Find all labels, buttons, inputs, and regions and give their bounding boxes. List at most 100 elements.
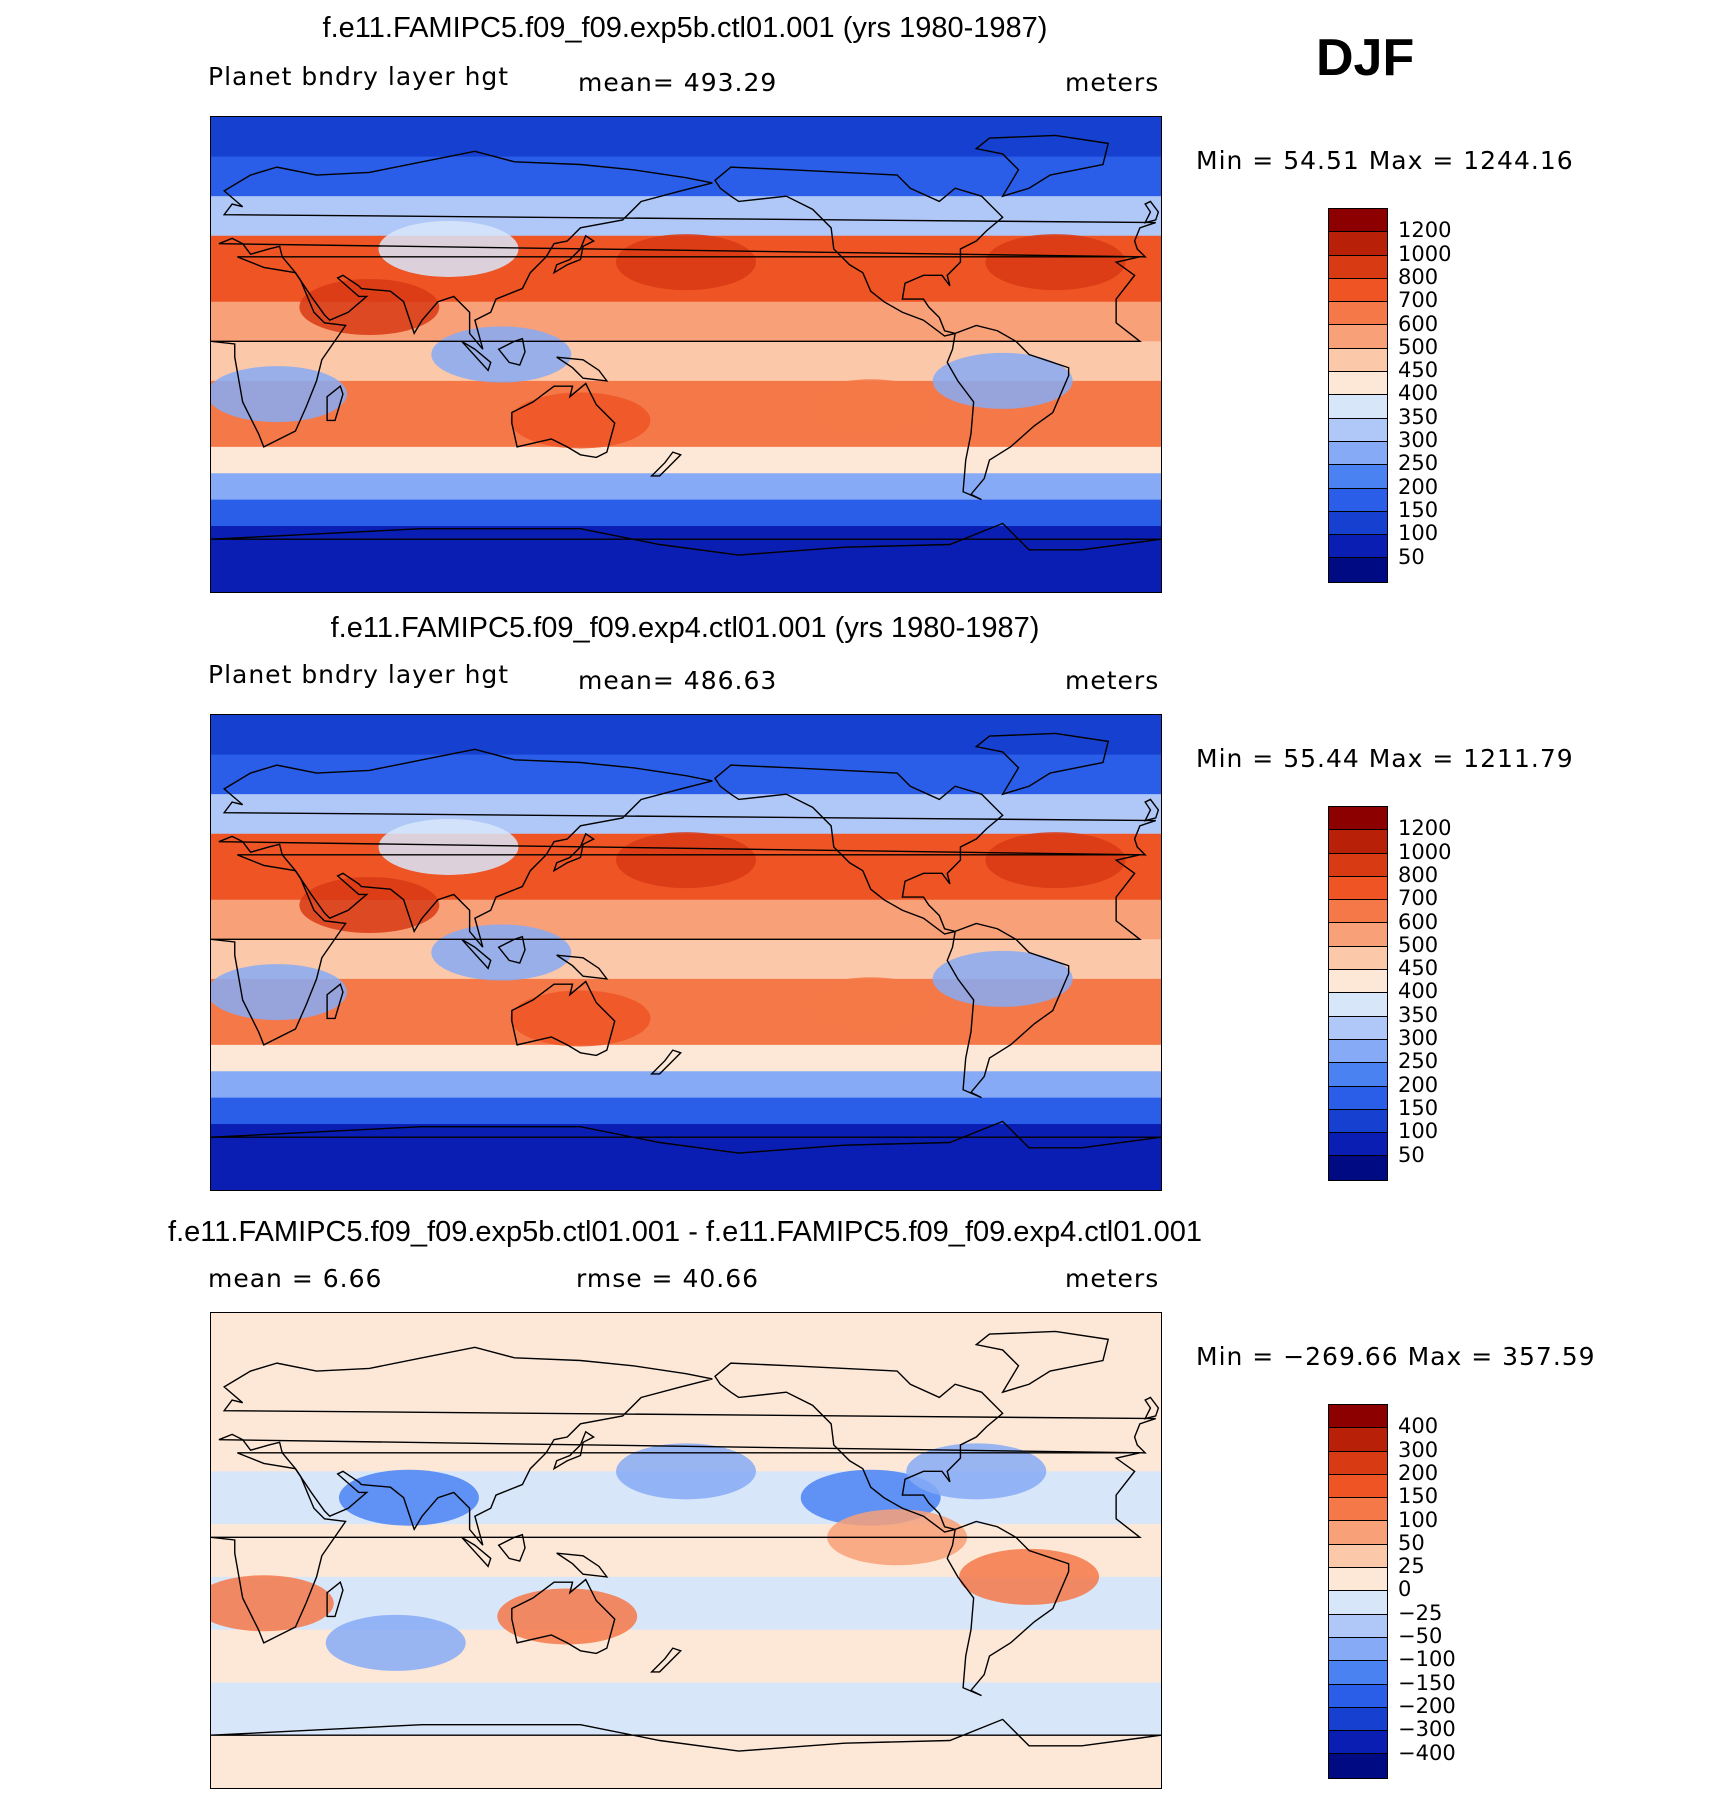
map-field-blob (959, 1548, 1100, 1605)
colorbar-label: 100 (1398, 521, 1439, 546)
panel-2-minmax: Min = 55.44 Max = 1211.79 (1196, 744, 1574, 773)
colorbar-box (1329, 876, 1387, 901)
map-band (211, 196, 1161, 237)
map-field-blob (800, 977, 941, 1034)
colorbar-box (1329, 1039, 1387, 1064)
coastline (511, 980, 616, 1057)
colorbar-label: 700 (1398, 288, 1439, 313)
colorbar-label: 50 (1398, 1530, 1425, 1555)
colorbar-label: −400 (1398, 1740, 1456, 1765)
panel-1-units-label: meters (1065, 68, 1160, 97)
colorbar-box (1329, 441, 1387, 466)
map-field-blob (510, 990, 651, 1047)
colorbar-box (1329, 558, 1387, 582)
panel-2-units-label: meters (1065, 666, 1160, 695)
coastline (552, 832, 596, 873)
map-field-blob (431, 326, 572, 383)
panel-2-map (210, 714, 1162, 1191)
colorbar-box (1329, 1405, 1387, 1429)
colorbar-box (1329, 853, 1387, 877)
map-canvas (211, 715, 1161, 1190)
colorbar-label: 0 (1398, 1577, 1412, 1602)
colorbar-label: 200 (1398, 1460, 1439, 1485)
colorbar-label: 400 (1398, 1414, 1439, 1439)
map-band (211, 1735, 1161, 1788)
map-band (211, 794, 1161, 835)
colorbar-label: 350 (1398, 1002, 1439, 1027)
colorbar-box (1329, 1568, 1387, 1592)
map-field-blob (985, 832, 1126, 889)
panel-1-title: f.e11.FAMIPC5.f09_f09.exp5b.ctl01.001 (y… (322, 12, 1048, 44)
coastline (211, 854, 1142, 1046)
panel-3-map (210, 1312, 1162, 1789)
colorbar-box (1329, 1451, 1387, 1475)
colorbar-box (1329, 1133, 1387, 1157)
map-band (211, 499, 1161, 528)
colorbar-box (1329, 465, 1387, 489)
coastline (211, 1718, 1161, 1752)
colorbar-box (1329, 993, 1387, 1017)
coastline (461, 938, 492, 970)
panel-2-title: f.e11.FAMIPC5.f09_f09.exp4.ctl01.001 (yr… (330, 612, 1040, 644)
coastline (556, 954, 609, 980)
colorbar-label: 300 (1398, 1026, 1439, 1050)
map-field-blob (299, 279, 440, 335)
panel-1-colorbar (1328, 208, 1388, 583)
colorbar-box (1329, 807, 1387, 831)
coastline (326, 1580, 344, 1618)
map-field-blob (338, 1469, 479, 1526)
colorbar-label: 400 (1398, 979, 1439, 1004)
colorbar-box (1329, 232, 1387, 256)
coastline (211, 1120, 1161, 1154)
map-field-blob (497, 1588, 638, 1645)
map-field-blob (616, 234, 756, 291)
map-field-blob (299, 877, 440, 933)
colorbar-box (1329, 1684, 1387, 1708)
map-field-blob (932, 352, 1073, 409)
colorbar-box (1329, 325, 1387, 349)
colorbar-label: −100 (1398, 1647, 1456, 1672)
coastline (946, 922, 1070, 1099)
season-label: DJF (1316, 29, 1415, 87)
coastline (946, 1520, 1070, 1697)
panel-2-colorbar (1328, 806, 1388, 1181)
coastline (497, 935, 526, 964)
colorbar-label: 150 (1398, 1095, 1439, 1120)
colorbar-label: 400 (1398, 381, 1439, 406)
colorbar-label: −200 (1398, 1693, 1456, 1718)
map-field-blob (800, 379, 941, 436)
map-field-blob (616, 832, 756, 889)
coastline (946, 324, 1070, 501)
panel-2-variable-label: Planet bndry layer hgt (208, 660, 510, 689)
colorbar-box (1329, 1637, 1387, 1662)
colorbar-box (1329, 1474, 1387, 1499)
colorbar-box (1329, 1156, 1387, 1180)
colorbar-box (1329, 1544, 1387, 1569)
colorbar-box (1329, 1731, 1387, 1755)
map-field-blob (378, 818, 519, 875)
panel-1-map (210, 116, 1162, 593)
coastline (556, 356, 609, 382)
colorbar-box (1329, 1086, 1387, 1110)
map-band (211, 1044, 1161, 1073)
panel-2-mean-label: mean= 486.63 (578, 666, 778, 695)
map-field-blob (616, 1443, 756, 1500)
colorbar-box (1329, 418, 1387, 442)
panel-3-minmax: Min = −269.66 Max = 357.59 (1196, 1342, 1596, 1371)
coastline (511, 382, 616, 459)
coastline (461, 1536, 492, 1568)
coastline (552, 234, 596, 275)
colorbar-box (1329, 511, 1387, 536)
map-band (211, 1097, 1161, 1126)
colorbar-label: −25 (1398, 1600, 1443, 1625)
colorbar-label: 250 (1398, 1049, 1439, 1074)
coastline (1143, 1396, 1160, 1420)
colorbar-label: 600 (1398, 909, 1439, 934)
map-canvas (211, 117, 1161, 592)
colorbar-label: −150 (1398, 1670, 1456, 1695)
colorbar-box (1329, 1614, 1387, 1638)
colorbar-box (1329, 395, 1387, 419)
colorbar-label: 1000 (1398, 241, 1452, 266)
colorbar-label: 300 (1398, 1437, 1439, 1462)
panel-3-rmse-label: rmse = 40.66 (576, 1264, 760, 1293)
